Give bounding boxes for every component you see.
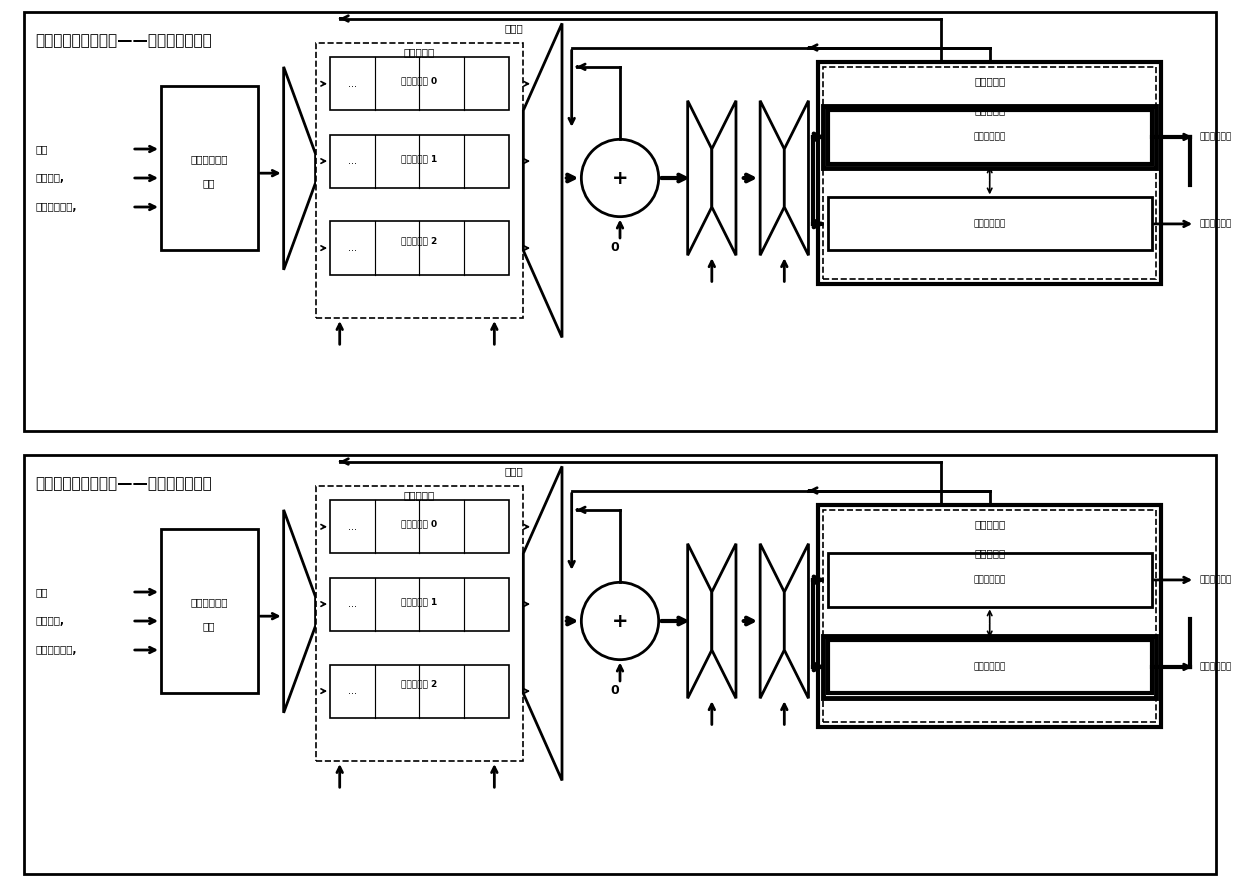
- Text: 复用累加通道的机制——正权值累加通道: 复用累加通道的机制——正权值累加通道: [35, 33, 212, 48]
- Text: 子缓冲单元 2: 子缓冲单元 2: [402, 679, 438, 688]
- Text: 正权值部分和: 正权值部分和: [1200, 132, 1233, 142]
- Bar: [828, 111, 1152, 164]
- Text: ...: ...: [348, 79, 357, 89]
- Bar: [315, 486, 523, 761]
- Polygon shape: [712, 544, 737, 698]
- Text: 多通道部分: 多通道部分: [975, 76, 1006, 87]
- Text: 选通器: 选通器: [503, 466, 523, 476]
- Text: 权重: 权重: [35, 587, 48, 597]
- Text: 权重: 权重: [35, 144, 48, 154]
- Text: +: +: [611, 168, 629, 188]
- Text: 无效数据消除: 无效数据消除: [191, 153, 228, 164]
- Bar: [315, 43, 523, 318]
- Text: 有效信号,: 有效信号,: [35, 616, 64, 626]
- Text: +: +: [611, 611, 629, 631]
- Text: 输入图像数据,: 输入图像数据,: [35, 645, 77, 655]
- Polygon shape: [523, 23, 562, 338]
- Bar: [330, 135, 508, 188]
- Text: 子缓冲单元 0: 子缓冲单元 0: [402, 76, 438, 86]
- Text: 模块: 模块: [203, 178, 216, 188]
- Text: 复用累加通道的机制——负权值累加通道: 复用累加通道的机制——负权值累加通道: [35, 476, 212, 491]
- Text: ...: ...: [348, 599, 357, 609]
- Polygon shape: [760, 101, 785, 255]
- Text: ...: ...: [348, 522, 357, 532]
- Bar: [828, 198, 1152, 251]
- Text: 多通道部分: 多通道部分: [975, 519, 1006, 530]
- Polygon shape: [760, 544, 785, 698]
- Text: 子缓冲单元 0: 子缓冲单元 0: [402, 519, 438, 529]
- Bar: [330, 58, 508, 111]
- Bar: [161, 86, 258, 251]
- Text: ...: ...: [348, 156, 357, 166]
- Bar: [823, 635, 1157, 698]
- Bar: [330, 578, 508, 631]
- Text: 子缓冲单元 1: 子缓冲单元 1: [402, 597, 438, 606]
- Bar: [161, 529, 258, 694]
- Bar: [823, 105, 1157, 168]
- Text: 无效数据消除: 无效数据消除: [191, 596, 228, 607]
- Text: 正权值部分和: 正权值部分和: [973, 575, 1006, 585]
- Text: 模块: 模块: [203, 621, 216, 631]
- Text: 和寄存器组: 和寄存器组: [975, 105, 1006, 115]
- Bar: [818, 505, 1162, 727]
- Text: ...: ...: [348, 243, 357, 253]
- Polygon shape: [688, 544, 712, 698]
- Text: 缓冲单元组: 缓冲单元组: [404, 491, 435, 501]
- Bar: [818, 62, 1162, 284]
- Polygon shape: [712, 101, 737, 255]
- Text: 有效信号,: 有效信号,: [35, 173, 64, 183]
- Text: 负权值部分和: 负权值部分和: [1200, 220, 1233, 229]
- Text: 0: 0: [611, 241, 620, 253]
- Text: 和寄存器组: 和寄存器组: [975, 548, 1006, 558]
- Bar: [828, 641, 1152, 694]
- Text: 子缓冲单元 1: 子缓冲单元 1: [402, 154, 438, 163]
- Bar: [330, 501, 508, 554]
- Text: 子缓冲单元 2: 子缓冲单元 2: [402, 236, 438, 245]
- Bar: [823, 509, 1157, 722]
- Bar: [828, 554, 1152, 607]
- Text: 负权值部分和: 负权值部分和: [1200, 663, 1233, 672]
- Polygon shape: [284, 509, 315, 713]
- Text: 选通器: 选通器: [503, 23, 523, 33]
- Text: 负权值部分和: 负权值部分和: [973, 663, 1006, 672]
- Polygon shape: [688, 101, 712, 255]
- Polygon shape: [523, 466, 562, 781]
- Bar: [823, 66, 1157, 279]
- Text: 0: 0: [611, 684, 620, 696]
- Text: ...: ...: [348, 686, 357, 696]
- Text: 缓冲单元组: 缓冲单元组: [404, 48, 435, 58]
- Text: 输入图像数据,: 输入图像数据,: [35, 202, 77, 212]
- Text: 负权值部分和: 负权值部分和: [973, 220, 1006, 229]
- Polygon shape: [284, 66, 315, 270]
- Text: 正权值部分和: 正权值部分和: [973, 132, 1006, 142]
- Text: 正权值部分和: 正权值部分和: [1200, 575, 1233, 585]
- Polygon shape: [785, 101, 808, 255]
- Bar: [330, 222, 508, 275]
- Bar: [330, 664, 508, 718]
- Polygon shape: [785, 544, 808, 698]
